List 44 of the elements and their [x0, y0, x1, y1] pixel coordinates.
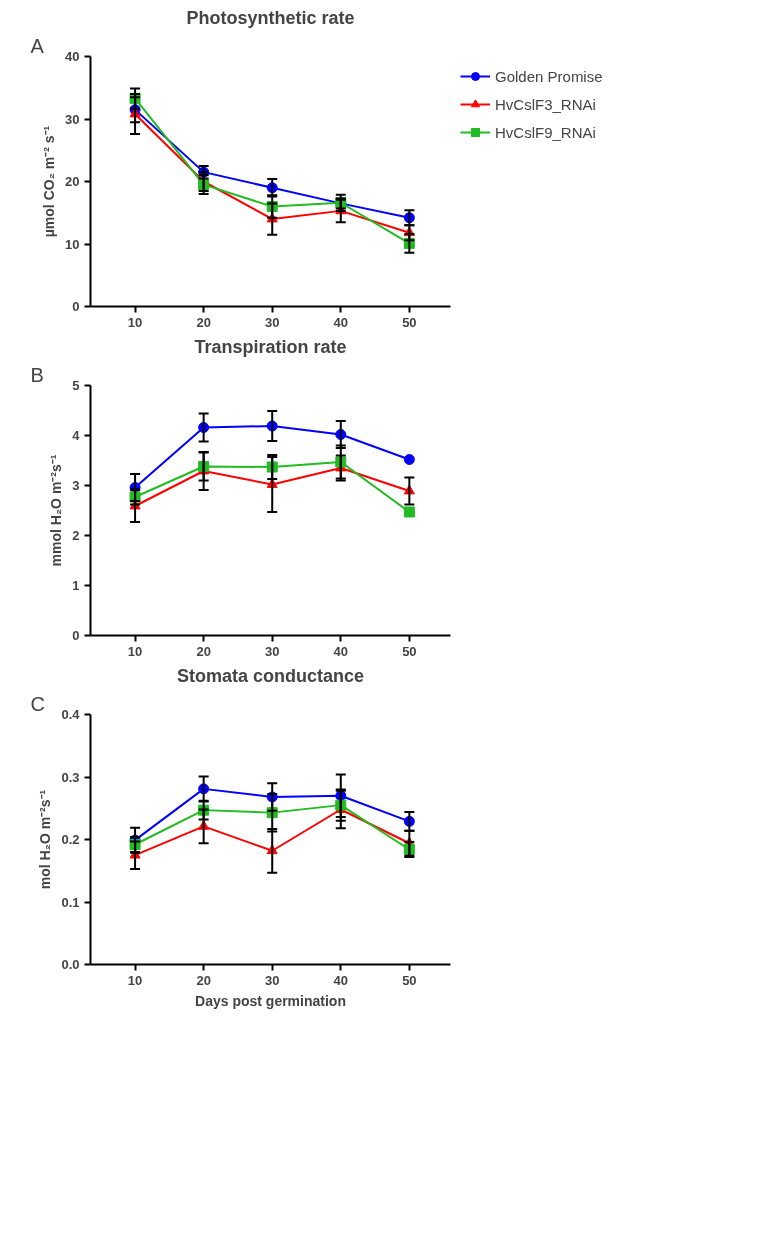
chart-title: Transpiration rate	[194, 336, 347, 357]
x-tick-label: 30	[264, 643, 280, 659]
x-tick-label: 20	[196, 643, 211, 659]
y-tick-label: 4	[72, 428, 81, 443]
y-tick-label: 0.1	[61, 894, 80, 910]
chart-title: Photosynthetic rate	[186, 7, 355, 28]
x-axis-title: Days post germination	[195, 992, 346, 1009]
x-tick-label: 10	[127, 643, 143, 659]
x-tick-label: 40	[333, 643, 349, 659]
y-axis-title: mol H₂O m⁻²s⁻¹	[37, 789, 54, 890]
y-tick-label: 2	[72, 528, 80, 543]
x-tick-label: 30	[264, 972, 280, 988]
y-tick-label: 0.0	[61, 957, 80, 972]
y-tick-label: 0	[72, 299, 80, 314]
chart-title: Stomata conductance	[176, 665, 365, 686]
x-tick-label: 50	[402, 314, 417, 330]
y-axis-title: µmol CO₂ m⁻² s⁻¹	[41, 125, 58, 238]
x-tick-label: 10	[127, 314, 143, 330]
legend-label: HvCslF3_RNAi	[495, 95, 596, 113]
x-tick-label: 40	[333, 972, 349, 988]
x-tick-label: 30	[264, 314, 280, 330]
x-tick-label: 20	[196, 314, 211, 330]
x-tick-label: 10	[127, 972, 143, 988]
y-tick-label: 20	[65, 174, 80, 189]
legend-label: Golden Promise	[495, 67, 603, 85]
x-tick-label: 40	[333, 314, 349, 330]
y-tick-label: 0.3	[61, 769, 80, 785]
y-tick-label: 3	[72, 478, 80, 493]
text: A	[30, 34, 45, 57]
text: B	[30, 363, 44, 386]
x-tick-label: 50	[402, 643, 417, 659]
y-tick-label: 30	[65, 111, 80, 127]
y-axis-title: mmol H₂O m⁻²s⁻¹	[48, 454, 65, 567]
legend-label: HvCslF9_RNAi	[495, 123, 596, 141]
y-tick-label: 5	[72, 378, 80, 393]
y-tick-label: 40	[65, 49, 80, 64]
y-tick-label: 0	[72, 628, 80, 643]
y-tick-label: 0.2	[61, 832, 80, 847]
y-tick-label: 10	[65, 236, 80, 252]
y-tick-label: 1	[72, 578, 80, 593]
x-tick-label: 20	[196, 972, 211, 988]
text: C	[30, 692, 45, 715]
x-tick-label: 50	[402, 972, 417, 988]
y-tick-label: 0.4	[61, 707, 81, 722]
